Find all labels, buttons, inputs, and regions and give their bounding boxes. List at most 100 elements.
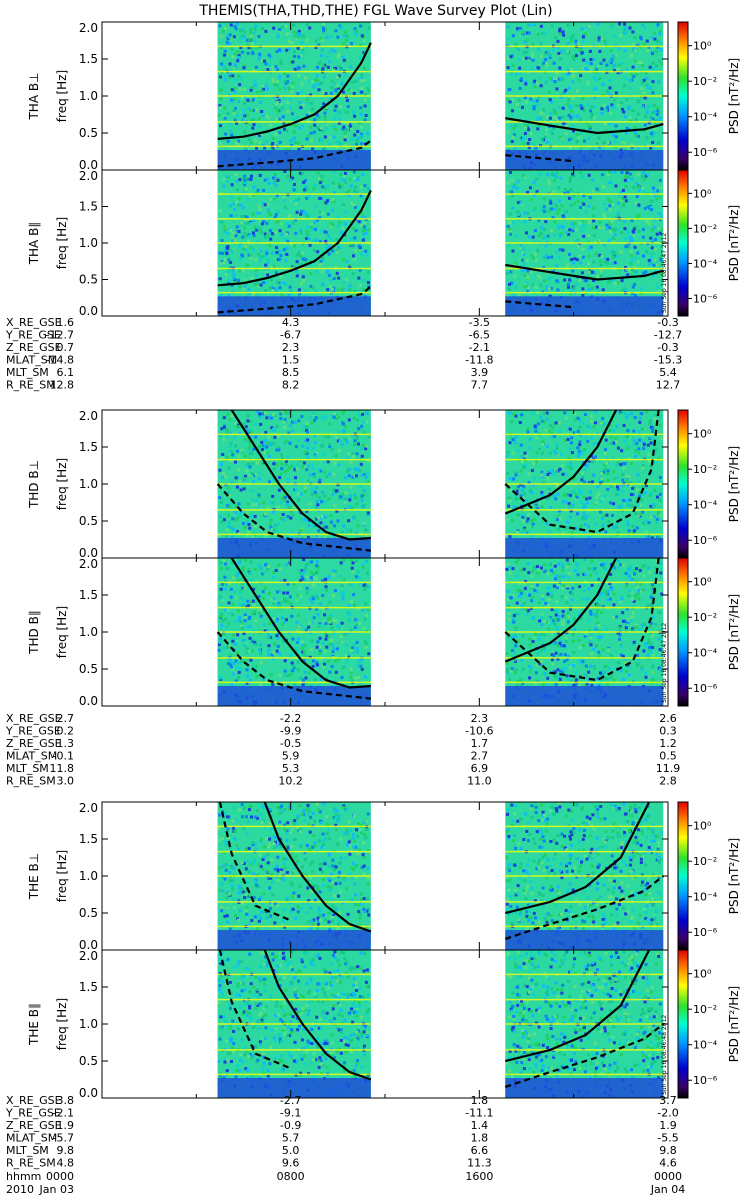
y-axis-label: freq [Hz] xyxy=(55,998,69,1050)
y-tick-label: 1.0 xyxy=(79,1017,98,1031)
y-tick-label: 1.5 xyxy=(79,52,98,66)
ephemeris-row-label: Z_RE_GSE xyxy=(6,737,62,750)
ephemeris-value: 5.0 xyxy=(282,1144,300,1157)
colorbar-tick-label: 10⁻⁴ xyxy=(693,891,718,904)
ephemeris-value: -11.8 xyxy=(465,354,493,367)
ephemeris-value: 5.4 xyxy=(659,366,677,379)
y-tick-label: 2.0 xyxy=(79,409,98,423)
x-tick-label: 0800 xyxy=(277,1170,305,1183)
low-frequency-band xyxy=(218,930,371,950)
x-tick-label: 1600 xyxy=(465,1170,493,1183)
y-tick-label: 1.5 xyxy=(79,588,98,602)
spectrogram-panel: 0.00.51.01.52.0THD B∥ freq [Hz]10⁰10⁻²10⁻… xyxy=(27,557,741,708)
colorbar-tick-label: 10⁻² xyxy=(693,463,717,476)
ephemeris-row-label: X_RE_GSE xyxy=(6,712,62,725)
ephemeris-row-label: MLAT_SM xyxy=(6,1132,57,1145)
colorbar xyxy=(678,558,688,706)
x-tick-label: 0000 xyxy=(46,1170,74,1183)
ephemeris-value: 2.3 xyxy=(471,712,489,725)
ephemeris-row-label: MLT_SM xyxy=(6,1144,49,1157)
y-tick-label: 0.5 xyxy=(79,273,98,287)
ephemeris-value: 12.8 xyxy=(50,379,75,392)
colorbar-tick-label: 10⁻² xyxy=(693,855,717,868)
ephemeris-value: -0.9 xyxy=(280,1119,301,1132)
ephemeris-value: -2.1 xyxy=(53,1107,74,1120)
time-row-label: hhmm xyxy=(6,1170,41,1183)
panel-label: THE B⊥ xyxy=(27,853,41,900)
ephemeris-value: -6.5 xyxy=(469,329,490,342)
colorbar-tick-label: 10⁰ xyxy=(693,428,712,441)
ephemeris-row-label: X_RE_GSE xyxy=(6,316,62,329)
ephemeris-value: 5.3 xyxy=(282,762,300,775)
ephemeris-value: 0.5 xyxy=(659,750,677,763)
low-frequency-band xyxy=(218,296,371,316)
y-tick-label: 1.0 xyxy=(79,625,98,639)
ephemeris-value: -9.9 xyxy=(280,725,301,738)
wave-survey-figure: THEMIS(THA,THD,THE) FGL Wave Survey Plot… xyxy=(0,0,750,1200)
ephemeris-value: 1.4 xyxy=(471,1119,489,1132)
ephemeris-value: 1.7 xyxy=(471,737,489,750)
colorbar-tick-label: 10⁻⁴ xyxy=(693,499,718,512)
ephemeris-value: 2.7 xyxy=(57,712,75,725)
ephemeris-value: -2.2 xyxy=(280,712,301,725)
low-frequency-band xyxy=(505,538,663,558)
ephemeris-value: 6.6 xyxy=(471,1144,489,1157)
low-frequency-band xyxy=(505,296,663,316)
ephemeris-value: 11.3 xyxy=(467,1157,492,1170)
ephemeris-value: 0.2 xyxy=(57,725,75,738)
y-tick-label: 1.5 xyxy=(79,832,98,846)
spectrogram-panel: 0.0 0.5 1.0 1.5 2.0 THE B∥ freq [Hz] 10⁰ 10⁻² 10⁻… xyxy=(27,949,741,1100)
colorbar-tick-label: 10⁻² xyxy=(693,1003,717,1016)
ephemeris-value: -15.3 xyxy=(654,354,682,367)
y-tick-label: 0.5 xyxy=(79,514,98,528)
ephemeris-value: 2.8 xyxy=(659,775,677,788)
ephemeris-value: 10.2 xyxy=(278,775,303,788)
colorbar-tick-label: 10⁻⁶ xyxy=(693,926,718,939)
ephemeris-value: 8.5 xyxy=(282,366,300,379)
ephemeris-value: 1.9 xyxy=(659,1119,677,1132)
ephemeris-row-label: R_RE_SM xyxy=(6,379,56,392)
low-frequency-band xyxy=(505,930,663,950)
ephemeris-row-label: X_RE_GSE xyxy=(6,1094,62,1107)
y-tick-label: 1.0 xyxy=(79,236,98,250)
low-frequency-band xyxy=(505,686,663,706)
ephemeris-row-label: MLT_SM xyxy=(6,762,49,775)
ephemeris-value: 11.9 xyxy=(656,762,681,775)
y-tick-label: 2.0 xyxy=(79,949,98,963)
panel-label: THE B∥ xyxy=(27,1003,41,1046)
panel-label: THD B⊥ xyxy=(27,460,41,509)
y-tick-label: 0.0 xyxy=(79,694,98,708)
ephemeris-value: -12.7 xyxy=(654,329,682,342)
ephemeris-value: 2.6 xyxy=(659,712,677,725)
colorbar xyxy=(678,170,688,316)
ephemeris-value: -2.1 xyxy=(469,341,490,354)
ephemeris-value: 3.7 xyxy=(659,1094,677,1107)
ephemeris-value: -3.5 xyxy=(469,316,490,329)
ephemeris-value: 1.8 xyxy=(471,1132,489,1145)
y-tick-label: 1.0 xyxy=(79,89,98,103)
ephemeris-value: 1.2 xyxy=(659,737,677,750)
ephemeris-value: -0.3 xyxy=(657,316,678,329)
y-tick-label: 0.5 xyxy=(79,662,98,676)
colorbar-tick-label: 10⁻⁴ xyxy=(693,1039,718,1052)
panel-label: THA B⊥ xyxy=(27,72,41,120)
timestamp-stamp: Sun Sep 16 08:46:47 2012 xyxy=(661,233,668,313)
colorbar-label: PSD [nT²/Hz] xyxy=(727,594,741,670)
y-tick-label: 1.5 xyxy=(79,440,98,454)
ephemeris-value: 0.3 xyxy=(659,725,677,738)
ephemeris-value: 4.3 xyxy=(282,316,300,329)
colorbar-label: PSD [nT²/Hz] xyxy=(727,446,741,522)
y-tick-label: 0.5 xyxy=(79,906,98,920)
y-axis-label: freq [Hz] xyxy=(55,70,69,122)
start-date-label: Jan 03 xyxy=(39,1183,74,1196)
ephemeris-value: -12.7 xyxy=(46,329,74,342)
end-date-label: Jan 04 xyxy=(650,1183,685,1196)
ephemeris-value: 9.8 xyxy=(659,1144,677,1157)
y-tick-label: 1.5 xyxy=(79,200,98,214)
ephemeris-value: 9.8 xyxy=(57,1144,75,1157)
ephemeris-value: 3.8 xyxy=(57,1094,75,1107)
y-axis-label: freq [Hz] xyxy=(55,458,69,510)
colorbar-tick-label: 10⁻⁴ xyxy=(693,111,718,124)
ephemeris-value: 1.9 xyxy=(57,1119,75,1132)
y-tick-label: 0.5 xyxy=(79,126,98,140)
